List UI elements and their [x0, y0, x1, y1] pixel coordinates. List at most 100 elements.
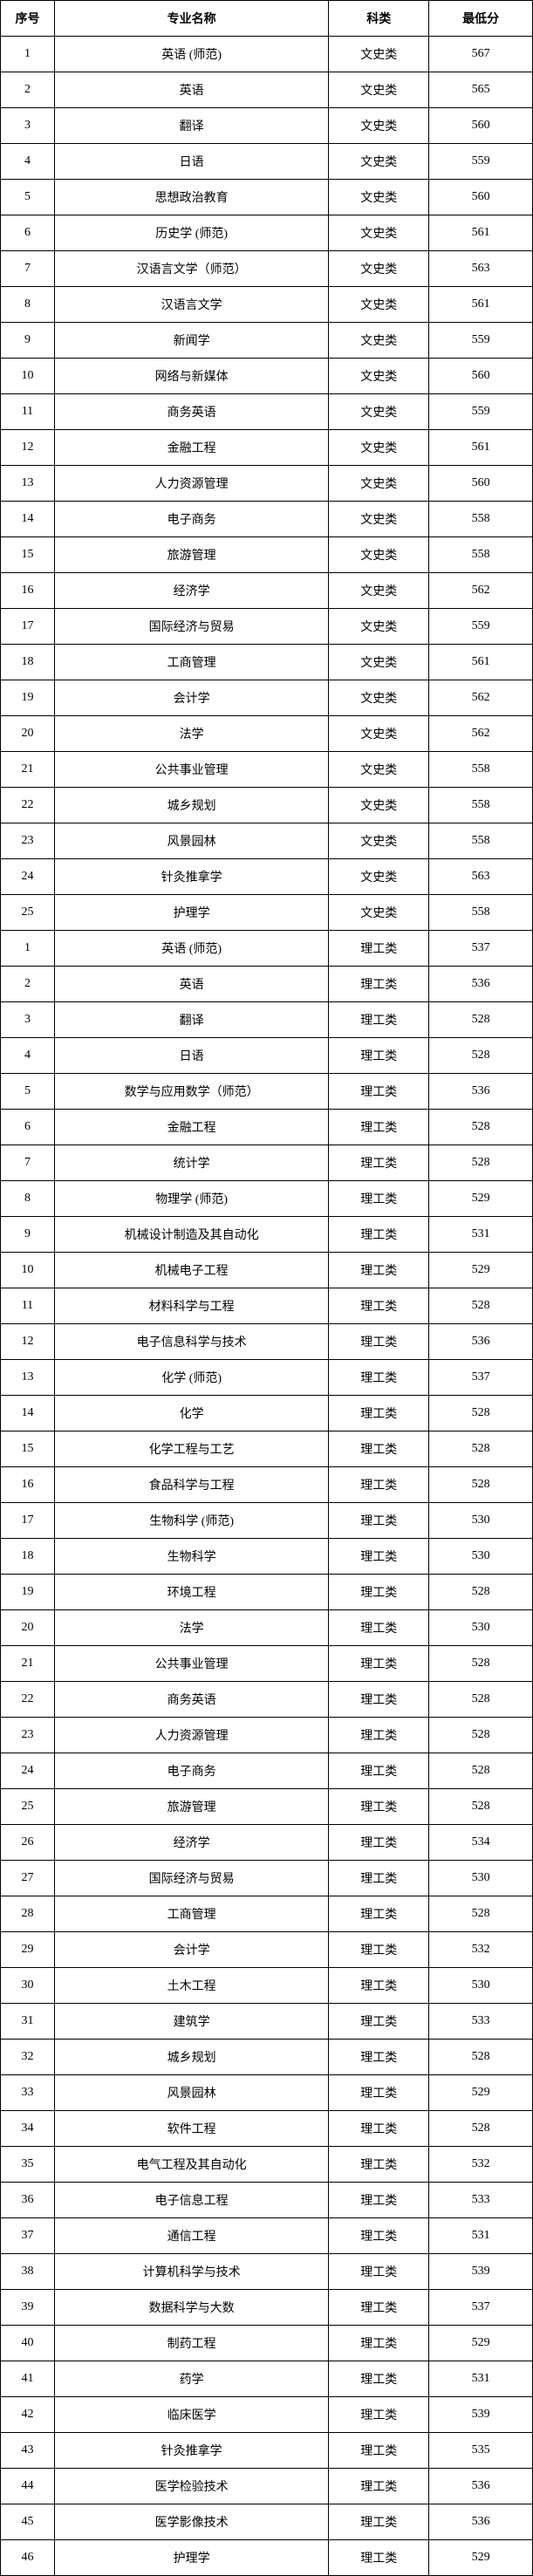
cell-score: 537 [429, 1360, 533, 1396]
cell-major: 化学 (师范) [54, 1360, 328, 1396]
table-row: 13人力资源管理文史类560 [1, 466, 533, 502]
table-row: 43针灸推拿学理工类535 [1, 2433, 533, 2469]
header-index: 序号 [1, 1, 55, 37]
cell-score: 528 [429, 1396, 533, 1431]
cell-index: 21 [1, 752, 55, 788]
cell-major: 会计学 [54, 680, 328, 716]
table-row: 9机械设计制造及其自动化理工类531 [1, 1217, 533, 1253]
cell-category: 文史类 [329, 251, 429, 287]
cell-major: 医学影像技术 [54, 2504, 328, 2540]
cell-score: 528 [429, 2040, 533, 2075]
table-row: 10网络与新媒体文史类560 [1, 359, 533, 394]
cell-index: 22 [1, 788, 55, 823]
cell-category: 文史类 [329, 573, 429, 609]
table-row: 26经济学理工类534 [1, 1825, 533, 1861]
table-row: 42临床医学理工类539 [1, 2397, 533, 2433]
cell-major: 材料科学与工程 [54, 1288, 328, 1324]
cell-category: 理工类 [329, 1217, 429, 1253]
cell-category: 文史类 [329, 430, 429, 466]
table-row: 21公共事业管理文史类558 [1, 752, 533, 788]
table-row: 39数据科学与大数理工类537 [1, 2290, 533, 2326]
cell-index: 7 [1, 251, 55, 287]
cell-category: 理工类 [329, 1968, 429, 2004]
cell-index: 16 [1, 1467, 55, 1503]
cell-index: 17 [1, 609, 55, 645]
table-row: 20法学文史类562 [1, 716, 533, 752]
cell-index: 38 [1, 2254, 55, 2290]
cell-category: 理工类 [329, 1360, 429, 1396]
cell-score: 528 [429, 1575, 533, 1610]
cell-category: 理工类 [329, 1539, 429, 1575]
cell-major: 金融工程 [54, 430, 328, 466]
header-major: 专业名称 [54, 1, 328, 37]
cell-category: 理工类 [329, 2111, 429, 2147]
cell-category: 理工类 [329, 2147, 429, 2183]
table-row: 8物理学 (师范)理工类529 [1, 1181, 533, 1217]
cell-index: 43 [1, 2433, 55, 2469]
table-row: 3翻译理工类528 [1, 1002, 533, 1038]
cell-score: 528 [429, 1431, 533, 1467]
cell-major: 数据科学与大数 [54, 2290, 328, 2326]
cell-score: 559 [429, 609, 533, 645]
cell-category: 理工类 [329, 967, 429, 1002]
cell-index: 30 [1, 1968, 55, 2004]
cell-index: 1 [1, 931, 55, 967]
cell-major: 汉语言文学 [54, 287, 328, 323]
cell-major: 汉语言文学（师范） [54, 251, 328, 287]
cell-category: 文史类 [329, 502, 429, 537]
cell-category: 理工类 [329, 2075, 429, 2111]
cell-score: 559 [429, 323, 533, 359]
cell-score: 528 [429, 1896, 533, 1932]
cell-score: 559 [429, 144, 533, 180]
cell-major: 英语 (师范) [54, 37, 328, 72]
cell-index: 8 [1, 1181, 55, 1217]
cell-index: 10 [1, 359, 55, 394]
cell-category: 理工类 [329, 1825, 429, 1861]
cell-score: 529 [429, 2326, 533, 2361]
cell-major: 国际经济与贸易 [54, 1861, 328, 1896]
cell-category: 理工类 [329, 2183, 429, 2218]
cell-score: 531 [429, 2361, 533, 2397]
cell-major: 经济学 [54, 1825, 328, 1861]
cell-index: 33 [1, 2075, 55, 2111]
table-row: 17国际经济与贸易文史类559 [1, 609, 533, 645]
cell-category: 理工类 [329, 2004, 429, 2040]
cell-major: 针灸推拿学 [54, 2433, 328, 2469]
cell-index: 11 [1, 1288, 55, 1324]
cell-score: 560 [429, 359, 533, 394]
cell-index: 23 [1, 823, 55, 859]
cell-index: 24 [1, 859, 55, 895]
cell-category: 理工类 [329, 2469, 429, 2504]
cell-index: 5 [1, 1074, 55, 1110]
cell-score: 530 [429, 1503, 533, 1539]
cell-major: 工商管理 [54, 645, 328, 680]
cell-score: 561 [429, 430, 533, 466]
table-row: 18工商管理文史类561 [1, 645, 533, 680]
cell-major: 机械设计制造及其自动化 [54, 1217, 328, 1253]
cell-index: 19 [1, 680, 55, 716]
cell-index: 25 [1, 1789, 55, 1825]
cell-major: 电子商务 [54, 1753, 328, 1789]
cell-category: 理工类 [329, 1932, 429, 1968]
cell-category: 理工类 [329, 1896, 429, 1932]
cell-score: 528 [429, 1002, 533, 1038]
cell-index: 14 [1, 1396, 55, 1431]
cell-index: 9 [1, 323, 55, 359]
table-row: 19会计学文史类562 [1, 680, 533, 716]
cell-index: 19 [1, 1575, 55, 1610]
table-row: 20法学理工类530 [1, 1610, 533, 1646]
cell-index: 28 [1, 1896, 55, 1932]
cell-category: 文史类 [329, 752, 429, 788]
cell-index: 15 [1, 1431, 55, 1467]
cell-category: 文史类 [329, 37, 429, 72]
cell-major: 药学 [54, 2361, 328, 2397]
table-row: 11材料科学与工程理工类528 [1, 1288, 533, 1324]
table-row: 2英语文史类565 [1, 72, 533, 108]
table-row: 19环境工程理工类528 [1, 1575, 533, 1610]
cell-index: 44 [1, 2469, 55, 2504]
table-row: 10机械电子工程理工类529 [1, 1253, 533, 1288]
table-row: 38计算机科学与技术理工类539 [1, 2254, 533, 2290]
cell-score: 528 [429, 1753, 533, 1789]
cell-index: 40 [1, 2326, 55, 2361]
cell-category: 理工类 [329, 1467, 429, 1503]
